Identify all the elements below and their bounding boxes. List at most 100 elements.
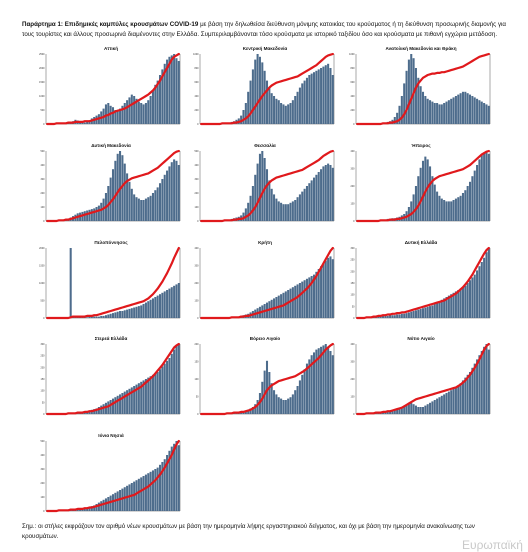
daily-cases-bar bbox=[268, 87, 271, 124]
daily-cases-bar bbox=[436, 398, 439, 414]
chart-plot: 0 200 400 600 800 1000 bbox=[193, 52, 335, 126]
daily-cases-bar bbox=[389, 315, 392, 318]
daily-cases-bar bbox=[163, 174, 166, 221]
daily-cases-bar bbox=[102, 198, 105, 221]
daily-cases-bar bbox=[163, 291, 166, 318]
daily-cases-bar bbox=[377, 316, 380, 318]
chart-panel: Κεντρική Μακεδονία 0 200 400 600 800 1000 bbox=[188, 46, 342, 132]
daily-cases-bar bbox=[433, 103, 436, 124]
cumulative-cases-line bbox=[46, 149, 180, 223]
daily-cases-bar bbox=[107, 314, 110, 318]
daily-cases-bar bbox=[287, 104, 290, 124]
daily-cases-bar bbox=[391, 411, 394, 414]
daily-cases-bar bbox=[322, 166, 325, 221]
daily-cases-bar bbox=[175, 345, 178, 414]
chart-panel: Στερεά Ελλάδα 0 50 100 150 200 250 300 bbox=[34, 336, 188, 422]
chart-plot: 0 100 200 300 400 bbox=[351, 149, 491, 223]
daily-cases-bar bbox=[384, 315, 387, 318]
daily-cases-bar bbox=[471, 277, 474, 318]
daily-cases-bar bbox=[114, 397, 117, 414]
y-tick-label: 500 bbox=[195, 150, 200, 153]
daily-cases-bar bbox=[144, 198, 147, 221]
daily-cases-bar bbox=[282, 204, 285, 221]
y-tick-label: 400 bbox=[195, 164, 200, 167]
daily-cases-bar bbox=[287, 398, 290, 414]
daily-cases-bar bbox=[414, 405, 417, 414]
daily-cases-bar bbox=[487, 349, 490, 414]
daily-cases-bar bbox=[296, 91, 299, 124]
daily-cases-bar bbox=[312, 274, 316, 318]
daily-cases-bar bbox=[173, 443, 176, 511]
daily-cases-bar bbox=[251, 407, 254, 414]
daily-cases-bar bbox=[447, 295, 450, 318]
daily-cases-bar bbox=[315, 70, 318, 124]
daily-cases-bar bbox=[393, 117, 396, 124]
daily-cases-bar bbox=[161, 366, 164, 414]
daily-cases-bar bbox=[144, 103, 147, 124]
daily-cases-bar bbox=[121, 311, 124, 318]
chart-panel: Πελοπόννησος 0 500 1000 1500 2000 bbox=[34, 240, 188, 326]
daily-cases-bar bbox=[270, 93, 273, 124]
daily-cases-bar bbox=[308, 277, 311, 318]
daily-cases-bar bbox=[104, 498, 107, 511]
daily-cases-bar bbox=[158, 464, 162, 511]
daily-cases-bar bbox=[301, 374, 304, 414]
daily-cases-bar bbox=[473, 170, 476, 221]
daily-cases-bar bbox=[114, 110, 117, 124]
daily-cases-bar bbox=[414, 186, 417, 221]
y-tick-label: 400 bbox=[351, 95, 356, 98]
daily-cases-bar bbox=[438, 195, 441, 221]
daily-cases-bar bbox=[116, 311, 119, 318]
daily-cases-bar bbox=[284, 105, 287, 124]
daily-cases-bar bbox=[156, 372, 159, 414]
cumulative-cases-line bbox=[200, 246, 334, 320]
daily-cases-bar bbox=[95, 504, 98, 511]
daily-cases-bar bbox=[140, 200, 143, 221]
daily-cases-bar bbox=[102, 315, 105, 318]
daily-cases-bar bbox=[294, 390, 297, 414]
chart-panel: Κρήτη 0 100 200 300 400 bbox=[188, 240, 342, 326]
daily-cases-bar bbox=[454, 198, 457, 221]
daily-cases-bar bbox=[329, 351, 332, 414]
daily-cases-bar bbox=[128, 388, 131, 414]
daily-cases-bar bbox=[426, 98, 429, 124]
chart-title: Πελοπόννησος bbox=[94, 240, 128, 245]
daily-cases-bar bbox=[443, 103, 446, 124]
daily-cases-bar bbox=[454, 291, 457, 318]
daily-cases-bar bbox=[158, 75, 162, 124]
y-tick-label: 0 bbox=[353, 123, 355, 126]
daily-cases-bar bbox=[97, 407, 100, 414]
daily-cases-bar bbox=[398, 409, 401, 414]
daily-cases-bar bbox=[331, 355, 334, 414]
daily-cases-bar bbox=[107, 497, 110, 511]
daily-cases-bar bbox=[386, 411, 389, 414]
daily-cases-bar bbox=[476, 359, 479, 414]
daily-cases-bar bbox=[93, 208, 96, 221]
daily-cases-bar bbox=[294, 96, 297, 124]
cumulative-cases-line bbox=[356, 342, 490, 416]
daily-cases-bar bbox=[431, 401, 434, 414]
daily-cases-bar bbox=[419, 407, 422, 414]
daily-cases-bar bbox=[433, 304, 436, 318]
daily-cases-bar bbox=[478, 100, 481, 124]
daily-cases-bar bbox=[461, 287, 464, 318]
daily-cases-bar bbox=[161, 179, 164, 221]
daily-cases-bar bbox=[119, 311, 122, 318]
daily-cases-bar bbox=[175, 441, 178, 511]
daily-cases-bar bbox=[386, 315, 389, 318]
daily-cases-bar bbox=[391, 315, 394, 318]
daily-cases-bar bbox=[114, 312, 117, 318]
daily-cases-bar bbox=[485, 151, 488, 221]
daily-cases-bar bbox=[487, 248, 490, 318]
daily-cases-bar bbox=[440, 299, 443, 318]
daily-cases-bar bbox=[450, 294, 453, 318]
daily-cases-bar bbox=[130, 188, 133, 221]
daily-cases-bar bbox=[450, 98, 453, 124]
cumulative-cases-line bbox=[200, 52, 334, 126]
daily-cases-bar bbox=[464, 377, 467, 414]
daily-cases-bar bbox=[305, 278, 308, 318]
chart-title: Ιόνια Νησιά bbox=[98, 433, 124, 438]
y-tick-label: 1000 bbox=[193, 53, 199, 56]
daily-cases-bar bbox=[317, 172, 320, 221]
chart-plot: 0 100 200 300 400 500 bbox=[195, 149, 335, 223]
